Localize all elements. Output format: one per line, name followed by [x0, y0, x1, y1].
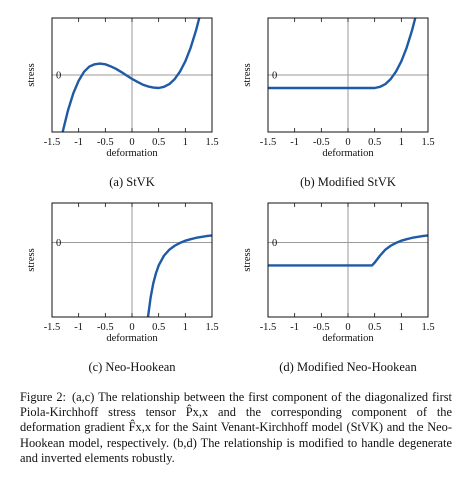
x-tick-label: -1 — [74, 322, 83, 333]
y-axis-label: stress — [26, 248, 37, 271]
subcaption: (a) StVK — [109, 175, 154, 189]
x-tick-label: -1.5 — [260, 137, 277, 148]
x-tick-label: -0.5 — [97, 322, 114, 333]
x-axis-label: deformation — [322, 333, 374, 344]
y-tick-label: 0 — [56, 71, 61, 82]
x-tick-label: 1.5 — [421, 137, 434, 148]
x-tick-label: -0.5 — [313, 137, 330, 148]
chart-d: -1.5 -1 -0.5 0 0.5 1 1.50deformationstress(d) … — [242, 202, 435, 374]
x-tick-label: 1.5 — [205, 137, 218, 148]
x-tick-label: 0.5 — [152, 137, 165, 148]
chart-c: -1.5 -1 -0.5 0 0.5 1 1.50deformationstress(c) … — [26, 202, 219, 374]
y-axis-label: stress — [26, 63, 37, 86]
caption-label: Figure 2: — [20, 390, 66, 404]
series-line-c-0 — [146, 234, 212, 317]
x-tick-label: -0.5 — [313, 322, 330, 333]
x-tick-label: 0.5 — [368, 137, 381, 148]
x-tick-label: 1 — [399, 137, 404, 148]
x-tick-label: -1.5 — [260, 322, 277, 333]
x-axis-label: deformation — [106, 333, 158, 344]
x-tick-label: 1.5 — [421, 322, 434, 333]
chart-b: -1.5 -1 -0.5 0 0.5 1 1.50deformationstress(b) … — [242, 17, 435, 189]
x-tick-label: 0 — [129, 322, 134, 333]
series-line-b-0 — [268, 18, 417, 90]
figure-panels: -1.5 -1 -0.5 0 0.5 1 1.50deformationstress(a) … — [26, 17, 435, 374]
x-tick-label: 0 — [345, 137, 350, 148]
x-tick-label: 0 — [129, 137, 134, 148]
x-tick-label: -1.5 — [44, 137, 61, 148]
y-axis-label: stress — [242, 63, 253, 86]
x-tick-label: -1 — [290, 137, 299, 148]
caption-body: (a,c) The relationship between the first… — [20, 390, 452, 465]
x-tick-label: -0.5 — [97, 137, 114, 148]
x-tick-label: 1 — [399, 322, 404, 333]
x-tick-label: 0.5 — [152, 322, 165, 333]
x-axis-label: deformation — [106, 148, 158, 159]
y-axis-label: stress — [242, 248, 253, 271]
x-tick-label: 0 — [345, 322, 350, 333]
subcaption: (b) Modified StVK — [300, 175, 396, 189]
y-tick-label: 0 — [272, 71, 277, 82]
series-line-d-0 — [268, 234, 428, 267]
x-tick-label: 1 — [183, 322, 188, 333]
x-tick-label: 0.5 — [368, 322, 381, 333]
x-tick-label: -1 — [290, 322, 299, 333]
subcaption: (c) Neo-Hookean — [88, 360, 176, 374]
y-tick-label: 0 — [56, 238, 61, 249]
figure-caption: Figure 2: (a,c) The relationship between… — [20, 390, 452, 466]
subcaption: (d) Modified Neo-Hookean — [279, 360, 417, 374]
x-tick-label: 1 — [183, 137, 188, 148]
x-tick-label: 1.5 — [205, 322, 218, 333]
y-tick-label: 0 — [272, 238, 277, 249]
x-tick-label: -1.5 — [44, 322, 61, 333]
series-line-a-0 — [61, 18, 201, 132]
x-axis-label: deformation — [322, 148, 374, 159]
x-tick-label: -1 — [74, 137, 83, 148]
chart-a: -1.5 -1 -0.5 0 0.5 1 1.50deformationstress(a) … — [26, 17, 219, 189]
